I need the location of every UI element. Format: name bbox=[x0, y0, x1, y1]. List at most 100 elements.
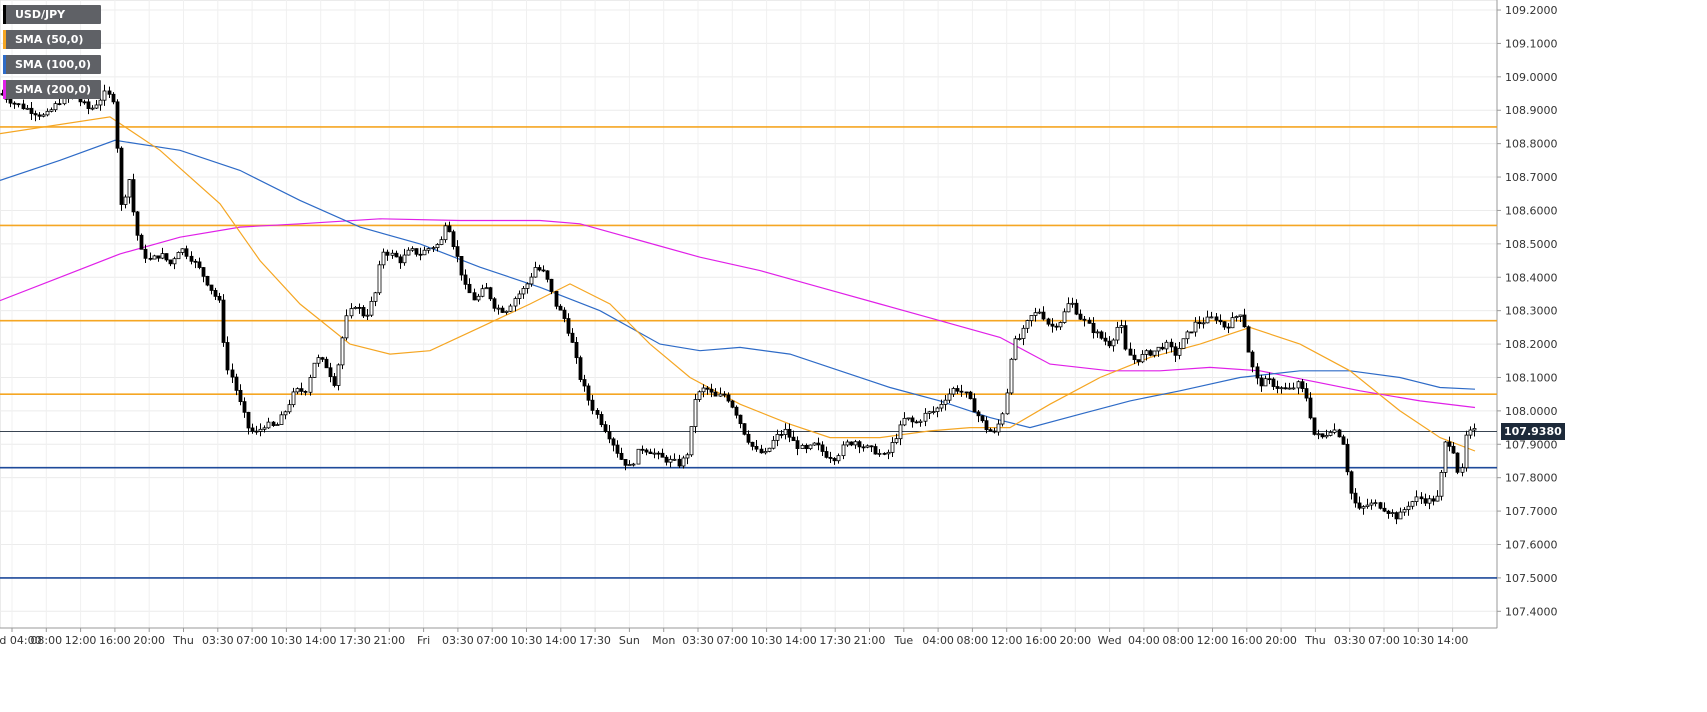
candle-body bbox=[1349, 471, 1354, 494]
y-tick-label: 108.9000 bbox=[1505, 104, 1558, 117]
candle-body bbox=[898, 424, 903, 440]
candle-body bbox=[504, 310, 509, 313]
candle-body bbox=[16, 103, 21, 106]
legend-item-sma200[interactable]: SMA (200,0) bbox=[3, 80, 102, 99]
candle-body bbox=[12, 102, 17, 105]
candle-body bbox=[1267, 378, 1272, 381]
candle-body bbox=[1304, 388, 1309, 399]
candle-body bbox=[414, 248, 419, 255]
candle-body bbox=[1431, 498, 1436, 502]
y-tick-label: 107.5000 bbox=[1505, 572, 1558, 585]
x-tick-label: 10:30 bbox=[1402, 634, 1434, 647]
candle-body bbox=[537, 267, 542, 271]
legend-item-usdjpy[interactable]: USD/JPY bbox=[3, 5, 102, 24]
x-tick-label: 07:00 bbox=[716, 634, 748, 647]
x-tick-label: 14:00 bbox=[785, 634, 817, 647]
candle-body bbox=[1472, 428, 1477, 431]
candle-body bbox=[148, 257, 153, 260]
candle-body bbox=[45, 110, 50, 116]
candle-body bbox=[1169, 341, 1174, 348]
x-tick-label: 12:00 bbox=[1197, 634, 1229, 647]
x-tick-label: 08:00 bbox=[30, 634, 62, 647]
candle-body bbox=[1193, 321, 1198, 333]
candle-body bbox=[1337, 429, 1342, 438]
candle-body bbox=[1054, 325, 1059, 328]
candle-body bbox=[443, 225, 448, 241]
candle-body bbox=[262, 427, 267, 430]
candle-body bbox=[1013, 338, 1018, 360]
legend-item-sma100[interactable]: SMA (100,0) bbox=[3, 55, 102, 74]
y-tick-label: 108.4000 bbox=[1505, 271, 1558, 284]
candle-body bbox=[201, 267, 206, 277]
x-tick-label: 21:00 bbox=[854, 634, 886, 647]
candle-body bbox=[418, 253, 423, 256]
candle-body bbox=[664, 456, 669, 463]
candle-body bbox=[254, 430, 259, 433]
candle-body bbox=[381, 251, 386, 266]
x-tick-label: 14:00 bbox=[545, 634, 577, 647]
y-tick-label: 108.8000 bbox=[1505, 138, 1558, 151]
candle-body bbox=[500, 307, 505, 313]
candle-body bbox=[742, 423, 747, 435]
x-tick-label: 16:00 bbox=[1231, 634, 1263, 647]
candle-body bbox=[1218, 319, 1223, 323]
candle-body bbox=[660, 452, 665, 458]
candle-body bbox=[1345, 443, 1350, 473]
candle-body bbox=[1103, 337, 1108, 342]
candle-body bbox=[513, 298, 518, 307]
x-tick-label: 20:00 bbox=[133, 634, 165, 647]
candle-body bbox=[1107, 340, 1112, 347]
sma100-line bbox=[0, 139, 1476, 429]
legend-item-sma50[interactable]: SMA (50,0) bbox=[3, 30, 102, 49]
candle-body bbox=[677, 458, 682, 467]
candle-body bbox=[316, 357, 321, 364]
candle-body bbox=[693, 399, 698, 427]
candle-body bbox=[1082, 318, 1087, 321]
candle-body bbox=[1271, 378, 1276, 387]
candle-body bbox=[1148, 350, 1153, 356]
y-tick-label: 109.0000 bbox=[1505, 71, 1558, 84]
candle-body bbox=[439, 239, 444, 245]
candle-body bbox=[636, 448, 641, 465]
candle-body bbox=[1398, 511, 1403, 520]
candle-body bbox=[1312, 417, 1317, 435]
candle-body bbox=[681, 457, 686, 467]
candle-body bbox=[1259, 377, 1264, 387]
candle-body bbox=[344, 315, 349, 339]
candle-body bbox=[988, 429, 993, 432]
candle-body bbox=[373, 292, 378, 302]
candle-body bbox=[738, 414, 743, 425]
candle-body bbox=[1209, 316, 1214, 319]
candle-body bbox=[312, 362, 317, 378]
candle-body bbox=[1062, 311, 1067, 323]
candle-body bbox=[832, 458, 837, 462]
candle-body bbox=[697, 391, 702, 400]
candle-body bbox=[1386, 510, 1391, 514]
candle-body bbox=[320, 357, 325, 360]
candle-body bbox=[554, 291, 559, 307]
candle-body bbox=[349, 308, 354, 317]
candle-body bbox=[582, 379, 587, 387]
x-tick-label: 04:00 bbox=[922, 634, 954, 647]
candle-body bbox=[324, 358, 329, 369]
candle-body bbox=[672, 458, 677, 461]
candle-body bbox=[722, 393, 727, 396]
candle-body bbox=[1123, 325, 1128, 350]
x-tick-label: Mon bbox=[652, 634, 675, 647]
candle-body bbox=[787, 428, 792, 438]
candle-body bbox=[459, 256, 464, 276]
candle-body bbox=[1000, 413, 1005, 425]
sma200-line bbox=[0, 218, 1476, 409]
candle-body bbox=[877, 452, 882, 455]
candle-body bbox=[570, 332, 575, 343]
candle-body bbox=[1427, 498, 1432, 504]
candle-body bbox=[279, 414, 284, 425]
candle-body bbox=[1246, 326, 1251, 353]
legend-swatch-usdjpy bbox=[3, 5, 6, 24]
candle-body bbox=[595, 410, 600, 415]
y-tick-label: 107.4000 bbox=[1505, 605, 1558, 618]
candle-body bbox=[578, 357, 583, 380]
legend-swatch-sma200 bbox=[3, 80, 6, 99]
x-tick-label: Thu bbox=[1304, 634, 1326, 647]
candle-body bbox=[1173, 346, 1178, 356]
